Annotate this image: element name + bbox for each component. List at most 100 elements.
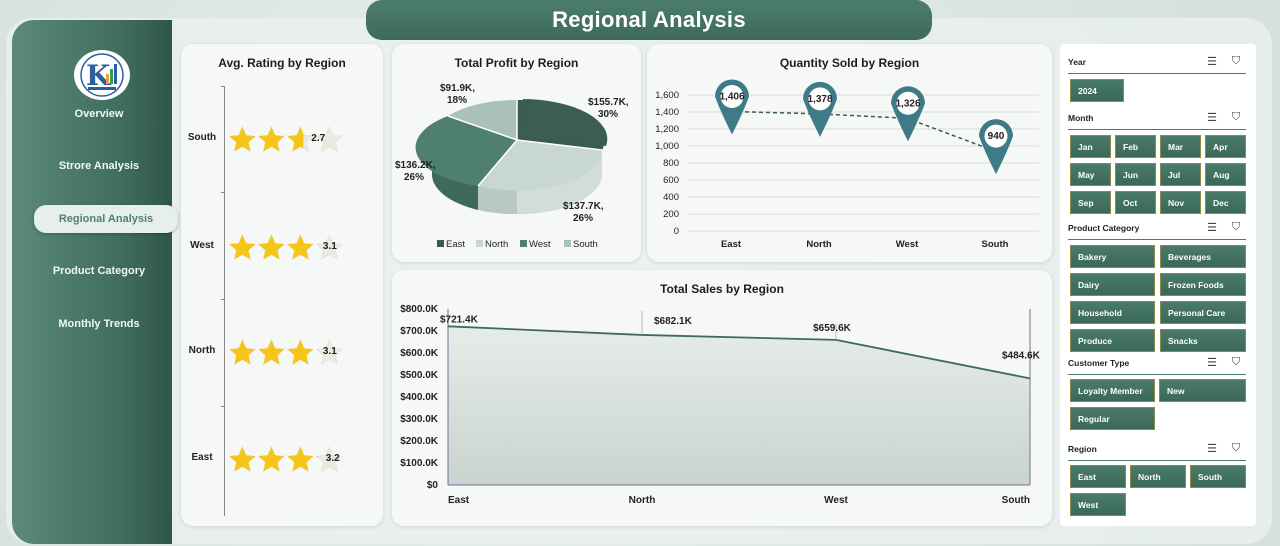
star-filled-icon xyxy=(258,446,285,472)
slicer-category-frozen-foods[interactable]: Frozen Foods xyxy=(1160,273,1246,296)
slicer-month-aug[interactable]: Aug xyxy=(1205,163,1246,186)
slicer-month-jan[interactable]: Jan xyxy=(1070,135,1111,158)
map-pin-marker: 1,326 xyxy=(891,86,925,142)
quantity-value-label: 1,326 xyxy=(895,98,920,109)
star-filled-icon xyxy=(258,234,285,260)
clear-filter-icon[interactable]: ⛉ xyxy=(1231,111,1241,123)
page-title-banner: Regional Analysis xyxy=(366,0,932,40)
y-tick-label: $100.0K xyxy=(400,458,439,469)
sales-series-line xyxy=(447,325,1031,380)
pin-center xyxy=(984,124,1008,148)
star-filled-icon xyxy=(287,126,304,152)
x-tick-label: East xyxy=(721,239,742,250)
star-filled-icon xyxy=(316,456,318,458)
slicer-customer-new[interactable]: New xyxy=(1159,379,1246,402)
y-tick-label: $300.0K xyxy=(400,414,439,425)
slicer-category-bakery[interactable]: Bakery xyxy=(1070,245,1155,268)
slicer-month-apr[interactable]: Apr xyxy=(1205,135,1246,158)
slicer-category-household[interactable]: Household xyxy=(1070,301,1155,324)
clear-filter-icon[interactable]: ⛉ xyxy=(1231,442,1241,454)
slicer-region-east[interactable]: East xyxy=(1070,465,1126,488)
multi-select-icon[interactable]: ☰ xyxy=(1207,222,1217,234)
legend-label-east: East xyxy=(446,239,465,250)
slicer-month-oct[interactable]: Oct xyxy=(1115,191,1156,214)
profit-card: Total Profit by Region $155.7K, 30% $137… xyxy=(392,44,641,262)
legend-swatch-east xyxy=(437,240,444,247)
slicer-year-header: Year ☰ ⛉ xyxy=(1068,54,1246,74)
y-tick-label: $0 xyxy=(427,480,439,491)
star-filled-icon xyxy=(229,446,256,472)
slicer-category-personal-care[interactable]: Personal Care xyxy=(1160,301,1246,324)
nav-store-analysis[interactable]: Strore Analysis xyxy=(58,160,140,172)
slicer-category-snacks[interactable]: Snacks xyxy=(1160,329,1246,352)
slicer-month-mar[interactable]: Mar xyxy=(1160,135,1201,158)
x-tick-label: North xyxy=(629,495,656,506)
rating-stars xyxy=(228,234,344,261)
y-tick-label: 1,600 xyxy=(655,90,679,101)
slicer-category-label: Product Category xyxy=(1068,223,1140,233)
clear-filter-icon[interactable]: ⛉ xyxy=(1231,55,1241,67)
multi-select-icon[interactable]: ☰ xyxy=(1207,443,1217,455)
slicer-month-sep[interactable]: Sep xyxy=(1070,191,1111,214)
slicer-category-produce[interactable]: Produce xyxy=(1070,329,1155,352)
slicer-month-jul[interactable]: Jul xyxy=(1160,163,1201,186)
sales-card: Total Sales by Region $800.0K $700.0K $600… xyxy=(392,270,1052,526)
legend-label-north: North xyxy=(485,239,508,250)
multi-select-icon[interactable]: ☰ xyxy=(1207,112,1217,124)
sales-area-chart: $800.0K $700.0K $600.0K $500.0K $400.0K $300.… xyxy=(400,304,1040,506)
slicer-customer-regular[interactable]: Regular xyxy=(1070,407,1155,430)
star-filled-icon xyxy=(258,126,285,152)
slicer-category-dairy[interactable]: Dairy xyxy=(1070,273,1155,296)
star-empty-icon xyxy=(315,126,344,153)
company-logo: K xyxy=(74,50,130,100)
nav-product-category[interactable]: Product Category xyxy=(52,265,146,277)
rating-region-label: East xyxy=(191,452,213,463)
x-tick-label: South xyxy=(982,239,1009,250)
legend-swatch-south xyxy=(564,240,571,247)
slicer-region-west[interactable]: West xyxy=(1070,493,1126,516)
map-pin-marker: 940 xyxy=(979,119,1013,175)
slicer-region-south[interactable]: South xyxy=(1190,465,1246,488)
slicer-customer-loyalty-member[interactable]: Loyalty Member xyxy=(1070,379,1155,402)
slicer-category-beverages[interactable]: Beverages xyxy=(1160,245,1246,268)
slicer-year-2024[interactable]: 2024 xyxy=(1070,79,1124,102)
rating-card-title: Avg. Rating by Region xyxy=(218,56,346,70)
x-tick-label: South xyxy=(1002,495,1030,506)
x-tick-label: North xyxy=(806,239,832,250)
legend-label-west: West xyxy=(529,239,551,250)
slicer-month-feb[interactable]: Feb xyxy=(1115,135,1156,158)
slicer-region-header: Region ☰ ⛉ xyxy=(1068,441,1246,461)
legend-label-south: South xyxy=(573,239,598,250)
slicer-region-north[interactable]: North xyxy=(1130,465,1186,488)
pie-label-south-pct: 18% xyxy=(447,95,467,106)
rating-stars xyxy=(228,339,344,366)
profit-pie-chart: $155.7K, 30% $137.7K, 26% $136.2K, 26% $… xyxy=(395,83,629,250)
multi-select-icon[interactable]: ☰ xyxy=(1207,357,1217,369)
slicer-month-may[interactable]: May xyxy=(1070,163,1111,186)
star-filled-icon xyxy=(229,234,256,260)
x-tick-label: West xyxy=(824,495,848,506)
slicer-month-nov[interactable]: Nov xyxy=(1160,191,1201,214)
pie-side-north xyxy=(517,150,602,214)
quantity-series-line xyxy=(730,110,996,152)
rating-value: 2.7 xyxy=(311,133,326,144)
nav-overview[interactable]: Overview xyxy=(74,108,124,120)
slicer-month-dec[interactable]: Dec xyxy=(1205,191,1246,214)
y-tick-label: 800 xyxy=(663,158,679,169)
clear-filter-icon[interactable]: ⛉ xyxy=(1231,221,1241,233)
nav-monthly-trends[interactable]: Monthly Trends xyxy=(58,318,140,330)
star-filled-icon xyxy=(287,446,314,472)
rating-row-south: South 2.7 xyxy=(181,119,381,159)
y-tick-label: $200.0K xyxy=(400,436,439,447)
star-filled-icon xyxy=(229,339,256,365)
pie-slice-north xyxy=(478,140,603,191)
nav-regional-analysis[interactable]: Regional Analysis xyxy=(34,205,178,233)
clear-filter-icon[interactable]: ⛉ xyxy=(1231,356,1241,368)
sales-value-label: $682.1K xyxy=(654,316,693,327)
x-tick-label: West xyxy=(896,239,919,250)
y-tick-label: $500.0K xyxy=(400,370,439,381)
quantity-value-label: 1,406 xyxy=(719,91,744,102)
y-tick-label: 0 xyxy=(674,226,679,237)
slicer-month-jun[interactable]: Jun xyxy=(1115,163,1156,186)
multi-select-icon[interactable]: ☰ xyxy=(1207,56,1217,68)
